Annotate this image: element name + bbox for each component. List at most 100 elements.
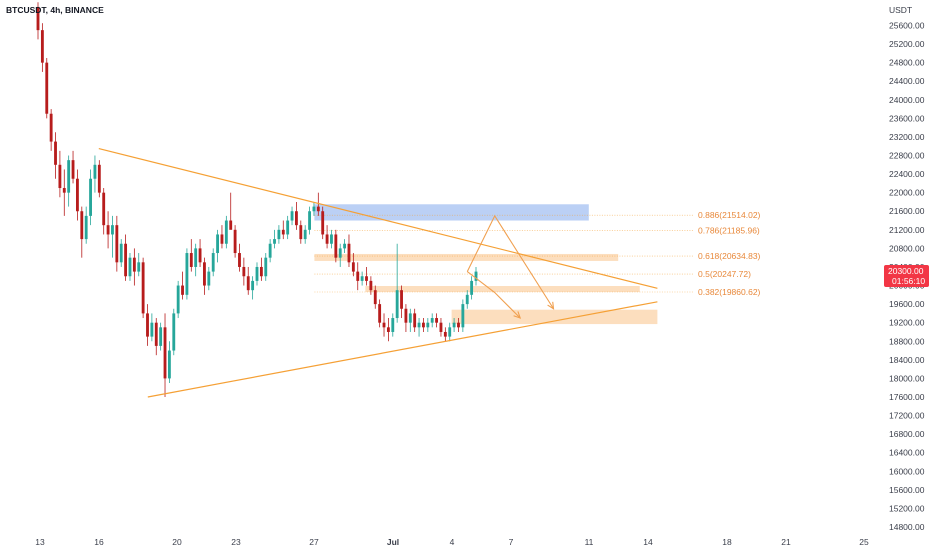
candle-body[interactable]	[233, 229, 237, 254]
candle-body[interactable]	[312, 206, 316, 212]
zone-zone-1[interactable]	[314, 253, 619, 261]
candle-body[interactable]	[264, 257, 268, 277]
candle-body[interactable]	[391, 318, 395, 332]
candle-body[interactable]	[75, 178, 79, 212]
candle-body[interactable]	[395, 290, 399, 319]
candle-body[interactable]	[211, 253, 215, 272]
candle-body[interactable]	[356, 271, 360, 281]
candle-body[interactable]	[198, 248, 202, 263]
candle-body[interactable]	[36, 6, 40, 31]
candle-body[interactable]	[163, 327, 167, 379]
candle-body[interactable]	[422, 322, 425, 328]
candle-body[interactable]	[330, 234, 333, 244]
candle-body[interactable]	[303, 229, 307, 240]
projection-path[interactable]	[466, 214, 554, 310]
candle-body[interactable]	[426, 322, 430, 328]
candle-body[interactable]	[290, 211, 294, 221]
candle-body[interactable]	[316, 206, 320, 212]
candle-body[interactable]	[181, 285, 184, 295]
candle-body[interactable]	[67, 160, 71, 193]
candle-body[interactable]	[84, 215, 88, 240]
candle-body[interactable]	[49, 113, 53, 142]
candle-body[interactable]	[448, 327, 452, 337]
candle-body[interactable]	[369, 280, 373, 291]
candle-body[interactable]	[286, 220, 290, 235]
candle-body[interactable]	[128, 257, 132, 277]
candle-body[interactable]	[360, 276, 364, 281]
candle-body[interactable]	[102, 192, 106, 226]
candle-body[interactable]	[189, 253, 193, 267]
candle-body[interactable]	[185, 253, 189, 295]
candle-body[interactable]	[62, 188, 66, 193]
candle-body[interactable]	[216, 234, 220, 254]
candle-body[interactable]	[347, 243, 351, 263]
candle-body[interactable]	[474, 271, 478, 281]
candle-body[interactable]	[97, 164, 101, 193]
candle-body[interactable]	[378, 304, 382, 323]
candle-body[interactable]	[154, 322, 158, 346]
candle-body[interactable]	[150, 322, 154, 337]
candle-body[interactable]	[299, 225, 303, 240]
candle-body[interactable]	[45, 62, 49, 114]
candle-body[interactable]	[251, 280, 255, 291]
candle-body[interactable]	[439, 322, 443, 332]
candle-body[interactable]	[224, 220, 228, 244]
candle-body[interactable]	[106, 225, 110, 235]
candle-body[interactable]	[194, 248, 198, 267]
candle-body[interactable]	[457, 322, 460, 328]
candle-body[interactable]	[242, 266, 246, 277]
candle-body[interactable]	[207, 271, 211, 286]
zone-zone-2[interactable]	[365, 286, 640, 293]
candle-body[interactable]	[115, 225, 119, 263]
projection-path[interactable]	[466, 271, 521, 319]
candle-body[interactable]	[334, 234, 338, 258]
candle-body[interactable]	[80, 211, 84, 240]
candle-body[interactable]	[308, 211, 311, 230]
candle-body[interactable]	[351, 262, 355, 272]
candle-body[interactable]	[465, 294, 469, 305]
candle-body[interactable]	[382, 322, 386, 328]
candle-body[interactable]	[119, 243, 123, 263]
candle-body[interactable]	[321, 211, 325, 235]
candle-body[interactable]	[417, 322, 421, 328]
candle-body[interactable]	[408, 313, 412, 323]
candle-body[interactable]	[172, 313, 176, 351]
candle-body[interactable]	[268, 243, 272, 258]
candle-body[interactable]	[470, 280, 474, 295]
candle-body[interactable]	[452, 322, 456, 328]
candle-body[interactable]	[281, 229, 285, 235]
candle-body[interactable]	[137, 262, 141, 272]
candle-body[interactable]	[273, 239, 276, 244]
candle-body[interactable]	[93, 164, 97, 179]
candle-body[interactable]	[373, 290, 377, 305]
candle-body[interactable]	[430, 318, 434, 323]
triangle-upper-line[interactable]	[98, 147, 658, 289]
candle-body[interactable]	[229, 220, 233, 230]
candle-body[interactable]	[294, 211, 298, 226]
candle-body[interactable]	[132, 257, 136, 272]
candle-body[interactable]	[386, 327, 390, 332]
candle-body[interactable]	[325, 234, 329, 244]
candle-body[interactable]	[413, 313, 417, 328]
candle-body[interactable]	[71, 160, 75, 179]
candle-body[interactable]	[435, 318, 439, 323]
candle-body[interactable]	[461, 304, 465, 328]
candle-body[interactable]	[365, 276, 368, 281]
candle-body[interactable]	[54, 141, 57, 165]
candle-body[interactable]	[203, 262, 206, 286]
candle-body[interactable]	[277, 229, 281, 240]
candle-body[interactable]	[58, 164, 62, 189]
candle-body[interactable]	[141, 262, 145, 314]
candle-body[interactable]	[404, 308, 408, 323]
candle-body[interactable]	[400, 290, 403, 309]
candle-body[interactable]	[220, 234, 224, 244]
candle-body[interactable]	[338, 248, 342, 258]
zone-zone-3[interactable]	[451, 309, 658, 325]
candle-body[interactable]	[255, 266, 259, 281]
candle-body[interactable]	[111, 225, 114, 235]
candle-body[interactable]	[443, 331, 447, 337]
candle-body[interactable]	[146, 313, 149, 337]
zone-supply[interactable]	[314, 204, 589, 221]
candle-body[interactable]	[124, 243, 128, 277]
